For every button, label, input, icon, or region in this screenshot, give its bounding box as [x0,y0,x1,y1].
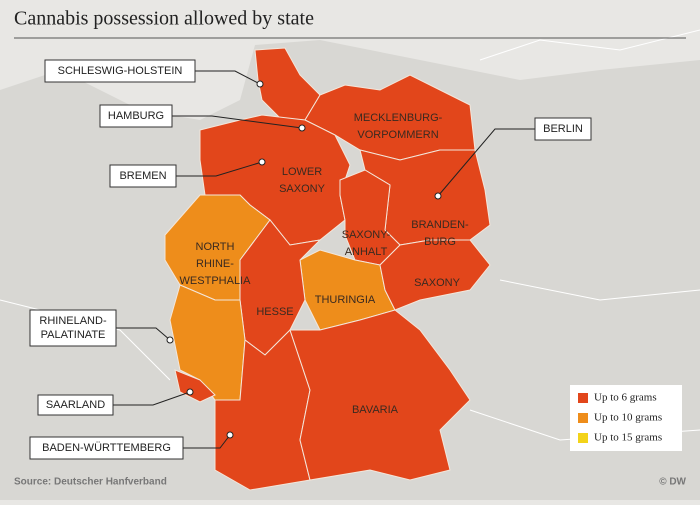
legend-swatch [578,433,588,443]
callout-dot [434,192,442,200]
callout-label: SAARLAND [46,399,105,411]
callout-line [116,327,171,341]
callout-label: RHINELAND- [39,315,107,327]
callout-dot [256,80,264,88]
callout-line [195,70,261,85]
title: Cannabis possession allowed by state [14,8,314,30]
state-label: BURG [424,236,456,248]
state-label: ANHALT [345,246,388,258]
callout-label: SCHLESWIG-HOLSTEIN [58,65,183,77]
callout-dot [258,158,266,166]
state [379,239,491,311]
callout-box [29,436,184,460]
state-label: RHINE- [196,258,234,270]
callout-box [29,309,117,347]
legend-swatch [578,413,588,423]
state-label: VORPOMMERN [357,129,438,141]
state-label: THURINGIA [315,294,376,306]
state-label: NORTH [196,241,235,253]
credit: © DW [659,477,686,488]
callout-label: BREMEN [119,170,166,182]
callout-label: HAMBURG [108,110,164,122]
callout-box [99,104,173,128]
state-label: BAVARIA [352,404,399,416]
state-label: WESTPHALIA [180,275,252,287]
callout-line [113,391,191,406]
legend-label: Up to 10 grams [594,412,662,424]
state-label: SAXONY- [342,229,391,241]
state-label: BRANDEN- [411,219,469,231]
legend-label: Up to 15 grams [594,432,662,444]
callout-line [172,115,303,129]
callout-dot [226,431,234,439]
callout-dot [298,124,306,132]
legend-label: Up to 6 grams [594,392,657,404]
callout-label: BADEN-WÜRTTEMBERG [42,442,171,454]
callout-label: PALATINATE [41,329,106,341]
callout-line [437,128,535,197]
state-label: SAXONY [279,183,326,195]
state-label: SAXONY [414,277,461,289]
source: Source: Deutscher Hanfverband [14,477,167,488]
callout-line [176,161,263,177]
state [289,309,471,481]
callout-dot [166,336,174,344]
callout-dot [186,388,194,396]
legend-box [570,385,682,451]
state-label: MECKLENBURG- [354,112,443,124]
callout-box [37,394,114,416]
callout-label: BERLIN [543,123,583,135]
legend-swatch [578,393,588,403]
callout-box [44,59,196,83]
state-label: HESSE [256,306,293,318]
state-label: LOWER [282,166,322,178]
callout-line [183,434,231,449]
border [479,29,700,61]
callout-box [534,117,592,141]
callout-box [109,164,177,188]
